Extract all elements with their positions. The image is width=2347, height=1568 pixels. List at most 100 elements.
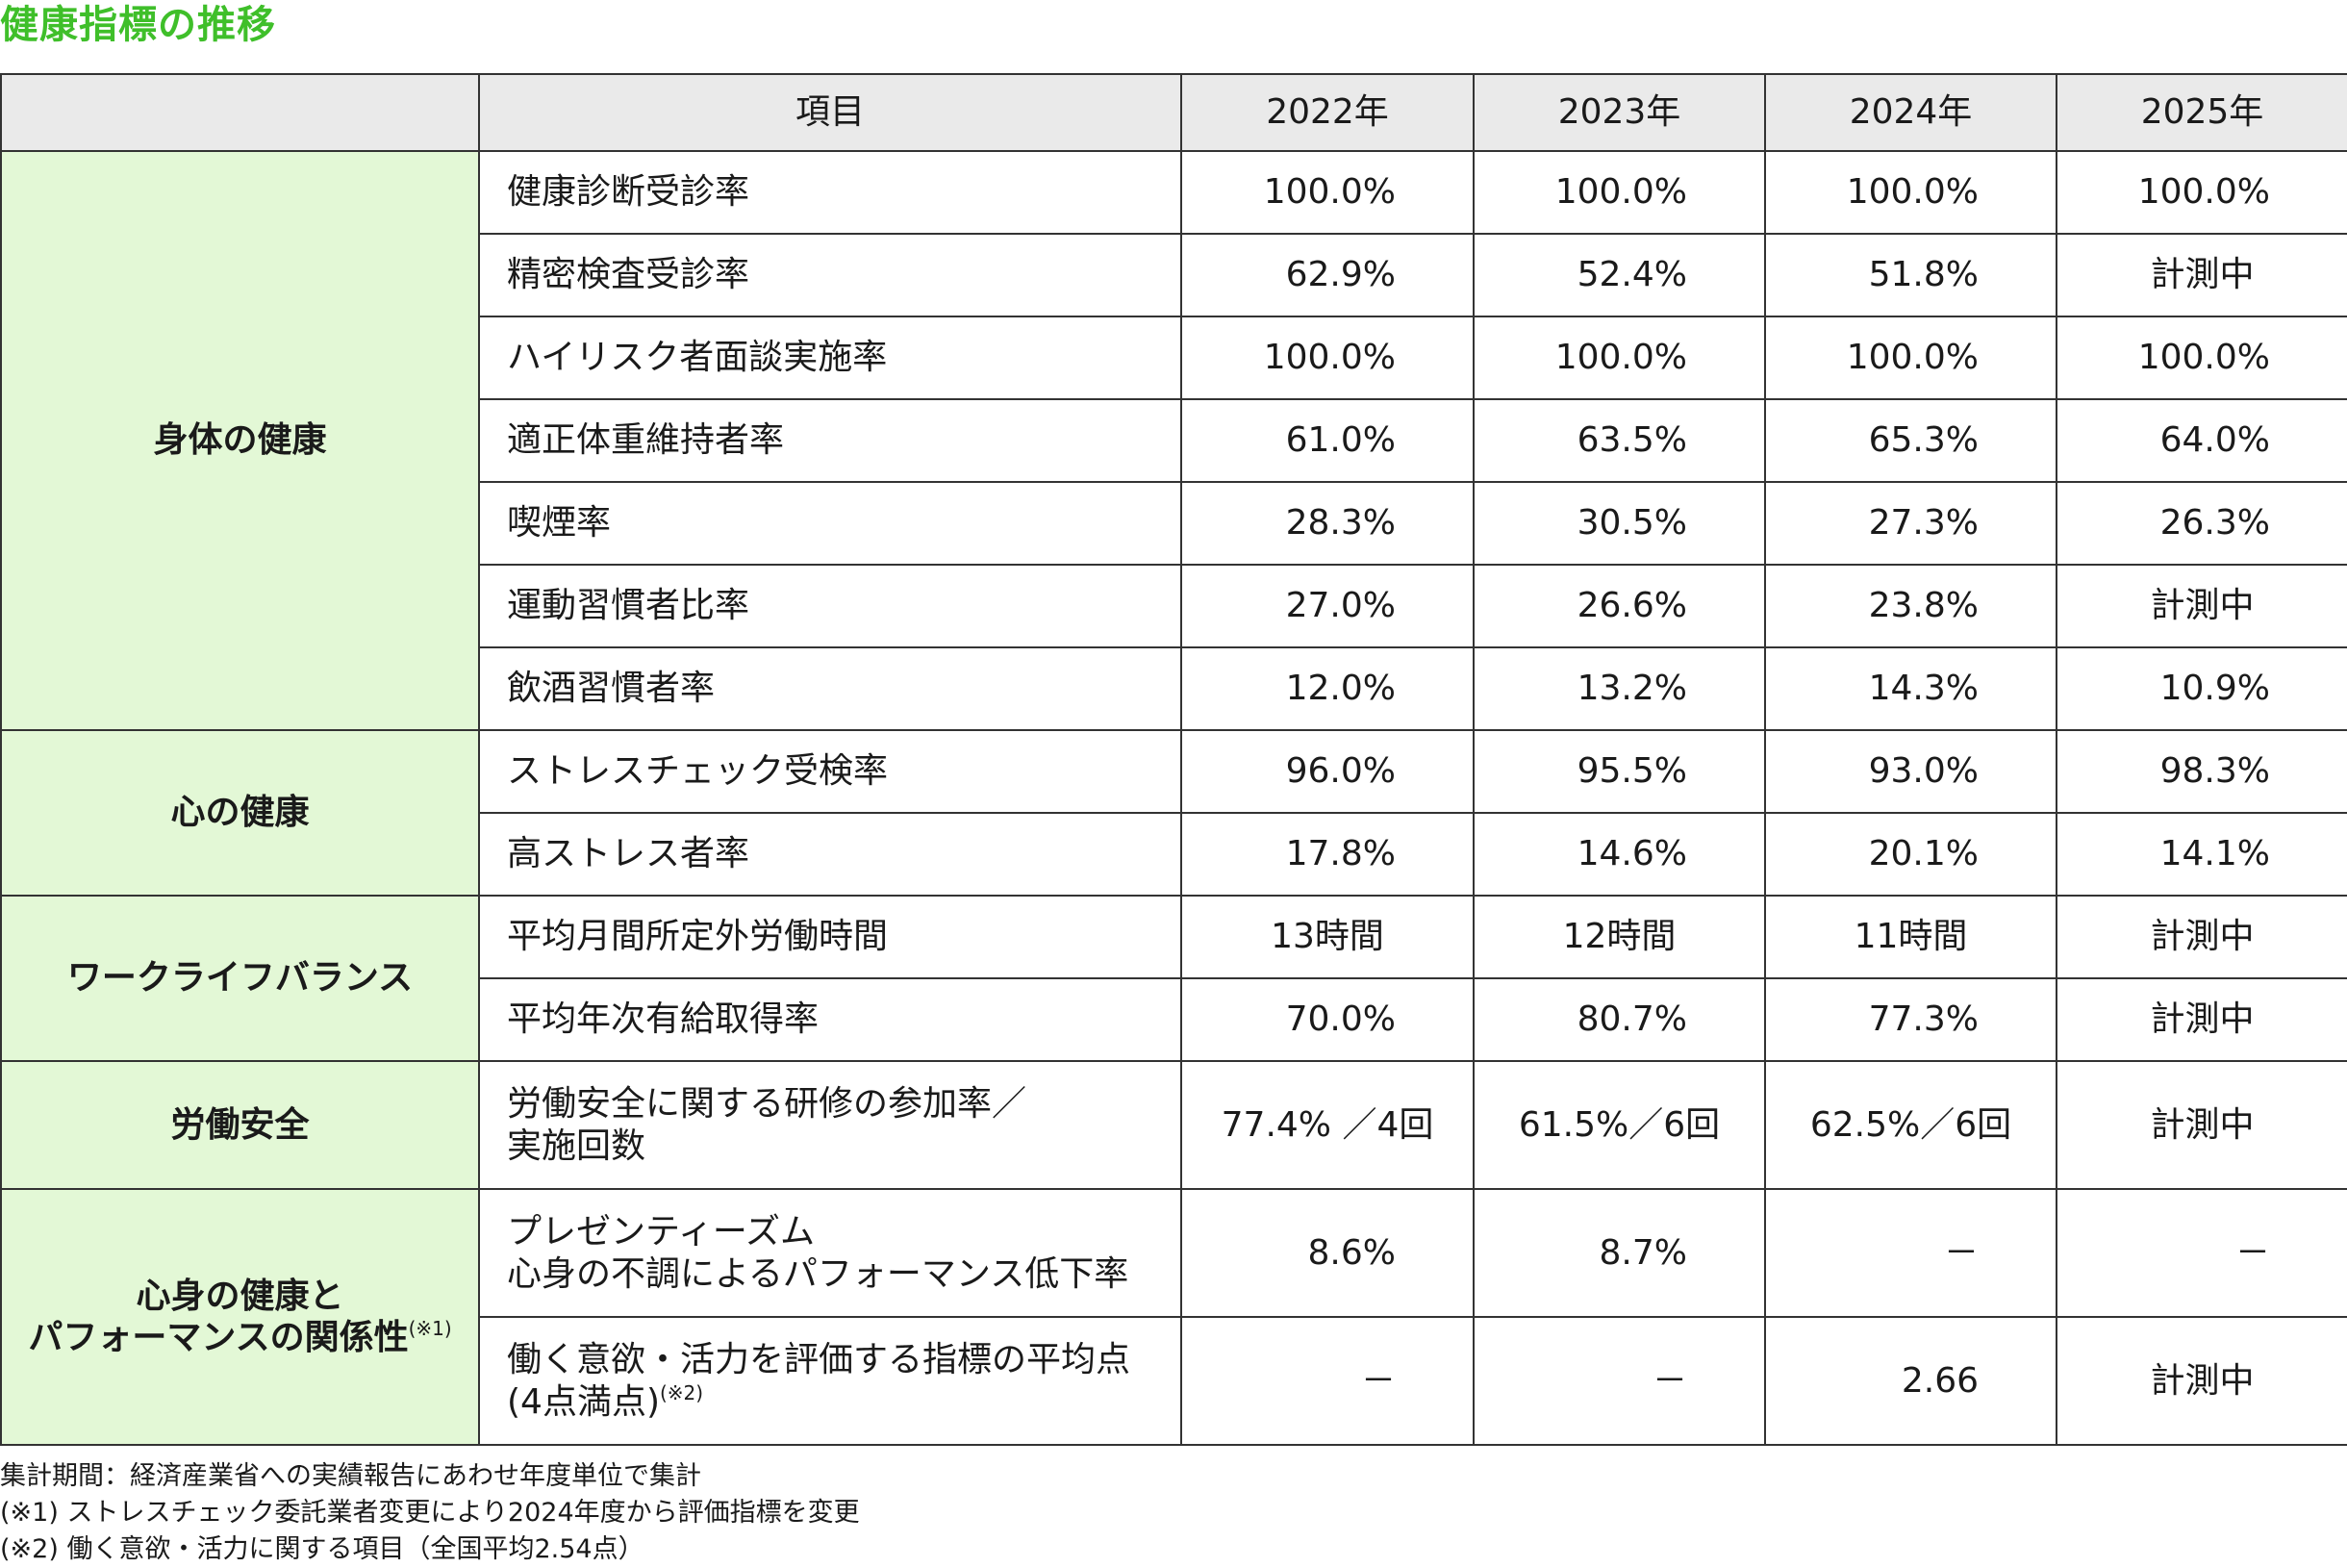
value-2025: 計測中 bbox=[2056, 564, 2347, 648]
table-row: ワークライフバランス 平均月間所定外労働時間 13時間 12時間 11時間 計測… bbox=[0, 895, 2347, 1062]
value-2024: 65.3% bbox=[1764, 398, 2057, 483]
value-2024: 23.8% bbox=[1764, 564, 2057, 648]
category-line1: 心身の健康と bbox=[136, 1276, 344, 1316]
value-2025: 計測中 bbox=[2056, 233, 2347, 317]
value-2024: 93.0% bbox=[1764, 729, 2057, 814]
header-year-2024: 2024年 bbox=[1764, 73, 2057, 152]
table-row: 平均年次有給取得率 70.0% 80.7% 77.3% 計測中 bbox=[1, 977, 2347, 1062]
value-2023: － bbox=[1473, 1316, 1766, 1446]
value-2025: 26.3% bbox=[2056, 481, 2347, 566]
value-2022: 77.4% ／4回 bbox=[1180, 1060, 1475, 1190]
value-2024: 100.0% bbox=[1764, 316, 2057, 400]
table-row: 適正体重維持者率 61.0% 63.5% 65.3% 64.0% bbox=[1, 398, 2347, 483]
value-2025: 64.0% bbox=[2056, 398, 2347, 483]
row-item-line1: プレゼンティーズム bbox=[507, 1212, 816, 1252]
row-item-line2: 実施回数 bbox=[507, 1125, 646, 1166]
row-item: 高ストレス者率 bbox=[478, 812, 1182, 897]
value-2024: 20.1% bbox=[1764, 812, 2057, 897]
value-2025: 14.1% bbox=[2056, 812, 2347, 897]
value-2023: 13.2% bbox=[1473, 646, 1766, 731]
row-item-line2: (4点満点)(※2) bbox=[507, 1381, 1180, 1423]
value-2025: 計測中 bbox=[2056, 895, 2347, 979]
value-2025: 100.0% bbox=[2056, 150, 2347, 235]
category-mind-body-performance: 心身の健康と パフォーマンスの関係性(※1) bbox=[0, 1188, 480, 1446]
value-2022: 62.9% bbox=[1180, 233, 1475, 317]
header-year-2022: 2022年 bbox=[1180, 73, 1475, 152]
value-2022: 100.0% bbox=[1180, 316, 1475, 400]
row-item: 飲酒習慣者率 bbox=[478, 646, 1182, 731]
value-2024: 14.3% bbox=[1764, 646, 2057, 731]
value-2022: 70.0% bbox=[1180, 977, 1475, 1062]
table-row: ハイリスク者面談実施率 100.0% 100.0% 100.0% 100.0% bbox=[1, 316, 2347, 400]
row-item: ストレスチェック受検率 bbox=[478, 729, 1182, 814]
row-item: 平均年次有給取得率 bbox=[478, 977, 1182, 1062]
value-2023: 8.7% bbox=[1473, 1188, 1766, 1318]
row-item: 健康診断受診率 bbox=[478, 150, 1182, 235]
value-2024: 2.66 bbox=[1764, 1316, 2057, 1446]
value-2022: 12.0% bbox=[1180, 646, 1475, 731]
value-2023: 14.6% bbox=[1473, 812, 1766, 897]
footnotes: 集計期間：経済産業省への実績報告にあわせ年度単位で集計 (※1) ストレスチェッ… bbox=[0, 1458, 860, 1568]
row-item-line1: 労働安全に関する研修の参加率／ bbox=[507, 1084, 1027, 1125]
table-row: 身体の健康 健康診断受診率 100.0% 100.0% 100.0% 100.0… bbox=[0, 150, 2347, 731]
category-work-life-balance: ワークライフバランス bbox=[0, 895, 480, 1062]
category-mental-health: 心の健康 bbox=[0, 729, 480, 897]
value-2022: 96.0% bbox=[1180, 729, 1475, 814]
row-item: 労働安全に関する研修の参加率／ 実施回数 bbox=[478, 1060, 1182, 1190]
value-2023: 100.0% bbox=[1473, 150, 1766, 235]
value-2023: 80.7% bbox=[1473, 977, 1766, 1062]
value-2025: 10.9% bbox=[2056, 646, 2347, 731]
value-2023: 95.5% bbox=[1473, 729, 1766, 814]
value-2022: 28.3% bbox=[1180, 481, 1475, 566]
table-row: 高ストレス者率 17.8% 14.6% 20.1% 14.1% bbox=[1, 812, 2347, 897]
table-row: 飲酒習慣者率 12.0% 13.2% 14.3% 10.9% bbox=[1, 646, 2347, 731]
value-2024: 77.3% bbox=[1764, 977, 2057, 1062]
row-item: 平均月間所定外労働時間 bbox=[478, 895, 1182, 979]
value-2024: 51.8% bbox=[1764, 233, 2057, 317]
table-row: 労働安全 労働安全に関する研修の参加率／ 実施回数 77.4% ／4回 61.5… bbox=[0, 1060, 2347, 1190]
row-item: プレゼンティーズム 心身の不調によるパフォーマンス低下率 bbox=[478, 1188, 1182, 1318]
value-2022: － bbox=[1180, 1316, 1475, 1446]
row-item: 喫煙率 bbox=[478, 481, 1182, 566]
value-2025: 計測中 bbox=[2056, 977, 2347, 1062]
category-footnote-mark: (※1) bbox=[408, 1317, 452, 1340]
value-2022: 17.8% bbox=[1180, 812, 1475, 897]
row-item: ハイリスク者面談実施率 bbox=[478, 316, 1182, 400]
value-2025: － bbox=[2056, 1188, 2347, 1318]
value-2023: 30.5% bbox=[1473, 481, 1766, 566]
value-2024: 27.3% bbox=[1764, 481, 2057, 566]
table-row: 運動習慣者比率 27.0% 26.6% 23.8% 計測中 bbox=[1, 564, 2347, 648]
category-physical-health: 身体の健康 bbox=[0, 150, 480, 731]
table-row: 喫煙率 28.3% 30.5% 27.3% 26.3% bbox=[1, 481, 2347, 566]
value-2023: 26.6% bbox=[1473, 564, 1766, 648]
row-item: 運動習慣者比率 bbox=[478, 564, 1182, 648]
row-item: 精密検査受診率 bbox=[478, 233, 1182, 317]
value-2023: 61.5%／6回 bbox=[1473, 1060, 1766, 1190]
footnote-1: (※1) ストレスチェック委託業者変更により2024年度から評価指標を変更 bbox=[0, 1498, 860, 1528]
value-2023: 63.5% bbox=[1473, 398, 1766, 483]
value-2025: 98.3% bbox=[2056, 729, 2347, 814]
table-header-row: 項目 2022年 2023年 2024年 2025年 bbox=[0, 73, 2347, 152]
header-year-2023: 2023年 bbox=[1473, 73, 1766, 152]
header-year-2025: 2025年 bbox=[2056, 73, 2347, 152]
value-2023: 100.0% bbox=[1473, 316, 1766, 400]
health-indicators-table: 項目 2022年 2023年 2024年 2025年 身体の健康 健康診断受診率… bbox=[0, 73, 2347, 1446]
footnote-2: (※2) 働く意欲・活力に関する項目（全国平均2.54点） bbox=[0, 1534, 644, 1564]
page-title: 健康指標の推移 bbox=[0, 3, 276, 47]
row-item: 適正体重維持者率 bbox=[478, 398, 1182, 483]
value-2022: 13時間 bbox=[1180, 895, 1475, 979]
row-item: 働く意欲・活力を評価する指標の平均点 (4点満点)(※2) bbox=[478, 1316, 1182, 1446]
row-item-line1: 働く意欲・活力を評価する指標の平均点 bbox=[507, 1340, 1131, 1380]
value-2024: 100.0% bbox=[1764, 150, 2057, 235]
value-2022: 8.6% bbox=[1180, 1188, 1475, 1318]
value-2022: 27.0% bbox=[1180, 564, 1475, 648]
value-2025: 計測中 bbox=[2056, 1060, 2347, 1190]
value-2025: 100.0% bbox=[2056, 316, 2347, 400]
value-2024: 11時間 bbox=[1764, 895, 2057, 979]
value-2023: 52.4% bbox=[1473, 233, 1766, 317]
table-row: 働く意欲・活力を評価する指標の平均点 (4点満点)(※2) － － 2.66 計… bbox=[1, 1316, 2347, 1446]
footnote-period: 集計期間：経済産業省への実績報告にあわせ年度単位で集計 bbox=[0, 1461, 701, 1491]
value-2025: 計測中 bbox=[2056, 1316, 2347, 1446]
category-line2: パフォーマンスの関係性(※1) bbox=[2, 1317, 478, 1358]
table-row: 精密検査受診率 62.9% 52.4% 51.8% 計測中 bbox=[1, 233, 2347, 317]
